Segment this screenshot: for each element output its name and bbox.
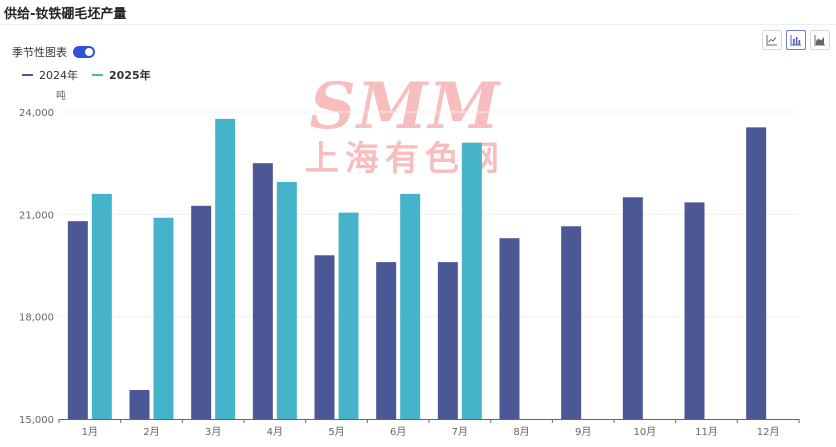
- bar-2024-4[interactable]: [252, 163, 273, 419]
- toggle-knob: [85, 48, 93, 56]
- legend-item-2024[interactable]: 2024年: [22, 67, 78, 83]
- grid-lines: [59, 111, 799, 318]
- x-tick-label: 10月: [633, 426, 656, 438]
- bar-2024-12[interactable]: [746, 127, 767, 419]
- bar-2024-2[interactable]: [129, 390, 150, 419]
- seasonal-toggle-label: 季节性图表: [12, 46, 67, 59]
- bar-2024-7[interactable]: [437, 262, 458, 419]
- y-axis-unit: 吨: [56, 89, 66, 102]
- x-tick-label: 7月: [452, 426, 468, 438]
- seasonal-toggle[interactable]: [73, 46, 95, 58]
- legend-label-2024: 2024年: [39, 69, 78, 82]
- x-tick-label: 1月: [82, 426, 98, 438]
- legend-label-2025: 2025年: [109, 69, 151, 82]
- legend-swatch-2024: [22, 74, 33, 76]
- bar-2024-1[interactable]: [67, 221, 88, 419]
- bar-2025-4[interactable]: [276, 181, 297, 419]
- bar-2025-5[interactable]: [338, 212, 359, 419]
- y-tick-label: 21,000: [19, 210, 54, 221]
- legend-item-2025[interactable]: 2025年: [92, 67, 151, 83]
- bar-2024-10[interactable]: [622, 197, 643, 419]
- x-tick-label: 6月: [390, 426, 406, 438]
- legend-swatch-2025: [92, 74, 103, 76]
- chart-type-toolbar: [762, 30, 830, 50]
- x-tick-label: 11月: [695, 426, 718, 438]
- line-chart-icon: [766, 35, 777, 46]
- page-title: 供给-钕铁硼毛坯产量: [4, 7, 127, 22]
- bar-2024-6[interactable]: [376, 262, 397, 419]
- bar-2024-3[interactable]: [191, 205, 212, 419]
- line-chart-button[interactable]: [762, 30, 782, 50]
- x-axis-ticks: 1月 2月 3月 4月 5月 6月 7月 8月 9月 10月 11月 12月: [58, 419, 800, 438]
- bar-2025-1[interactable]: [91, 193, 112, 419]
- title-divider: [0, 24, 836, 25]
- bar-2025-2[interactable]: [153, 217, 174, 419]
- y-tick-label: 18,000: [19, 313, 54, 324]
- x-tick-label: 12月: [757, 426, 780, 438]
- x-tick-label: 9月: [575, 426, 591, 438]
- bar-2024-8[interactable]: [499, 238, 520, 419]
- bar-2025-7[interactable]: [461, 142, 482, 419]
- x-tick-label: 3月: [205, 426, 221, 438]
- y-tick-label: 24,000: [19, 108, 54, 119]
- x-tick-label: 2月: [143, 426, 159, 438]
- x-tick-label: 8月: [513, 426, 529, 438]
- x-tick-label: 5月: [328, 426, 344, 438]
- seasonal-toggle-group: 季节性图表: [12, 44, 95, 60]
- x-tick-label: 4月: [267, 426, 283, 438]
- area-chart-icon: [814, 35, 825, 46]
- bar-2024-11[interactable]: [684, 202, 705, 419]
- bar-2024-5[interactable]: [314, 255, 335, 419]
- y-tick-label: 15,000: [19, 415, 54, 426]
- bars: [67, 118, 767, 420]
- area-chart-button[interactable]: [810, 30, 830, 50]
- bar-2025-3[interactable]: [215, 118, 236, 420]
- y-axis-ticks: 15,000 18,000 21,000 24,000: [19, 108, 54, 426]
- bar-chart-button[interactable]: [786, 30, 806, 50]
- chart-legend: 2024年 2025年: [22, 67, 151, 83]
- bar-2024-9[interactable]: [561, 226, 582, 419]
- bar-chart-icon: [790, 35, 801, 46]
- bar-2025-6[interactable]: [400, 193, 421, 419]
